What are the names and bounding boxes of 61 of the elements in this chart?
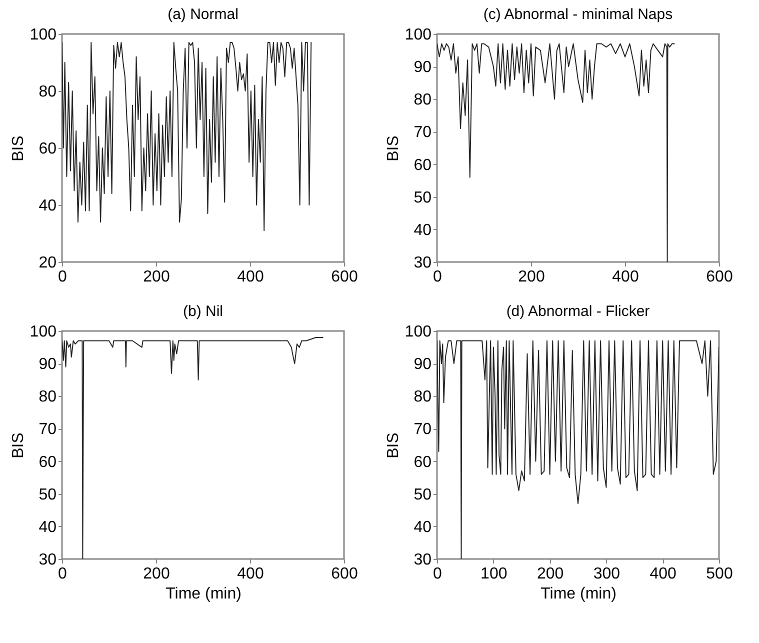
x-tick-label: 200 — [143, 566, 170, 582]
y-tick-label: 40 — [414, 222, 432, 239]
x-tick-label: 0 — [58, 268, 68, 286]
x-tick-label: 200 — [518, 268, 545, 286]
line-series — [437, 340, 719, 559]
y-tick-label: 50 — [414, 189, 432, 206]
y-tick-label: 60 — [38, 454, 57, 471]
x-tick-label: 0 — [58, 566, 68, 582]
x-tick-label: 600 — [331, 268, 358, 286]
y-axis-title: BIS — [10, 432, 27, 458]
y-tick-label: 60 — [414, 454, 432, 471]
y-tick-label: 40 — [38, 518, 57, 536]
x-tick-label: 100 — [480, 566, 508, 582]
y-tick-label: 80 — [414, 92, 432, 109]
y-axis-title: BIS — [384, 432, 402, 458]
y-tick-label: 80 — [414, 388, 432, 406]
y-tick-label: 30 — [414, 254, 432, 272]
y-tick-label: 100 — [30, 26, 57, 44]
y-tick-label: 70 — [38, 421, 57, 438]
line-series — [62, 337, 324, 559]
y-tick-label: 50 — [414, 486, 432, 504]
y-tick-label: 90 — [414, 59, 432, 76]
y-tick-label: 60 — [414, 156, 432, 174]
y-tick-label: 60 — [38, 140, 57, 158]
chart-title: (c) Abnormal - minimal Naps — [483, 6, 673, 23]
y-tick-label: 70 — [414, 124, 432, 142]
line-series — [62, 42, 312, 232]
y-tick-label: 80 — [38, 388, 57, 406]
chart-title: (a) Normal — [168, 6, 238, 23]
y-tick-label: 50 — [38, 486, 57, 504]
x-tick-label: 200 — [143, 268, 170, 286]
x-axis-title: Time (min) — [166, 586, 242, 602]
x-tick-label: 200 — [536, 566, 564, 582]
y-tick-label: 20 — [38, 254, 57, 272]
x-tick-label: 600 — [706, 268, 733, 286]
y-axis-title: BIS — [10, 136, 27, 162]
x-tick-label: 400 — [237, 268, 264, 286]
x-tick-label: 400 — [237, 566, 264, 582]
x-tick-label: 400 — [612, 268, 639, 286]
y-tick-label: 30 — [414, 552, 432, 568]
y-tick-label: 40 — [38, 198, 57, 214]
y-tick-label: 90 — [414, 356, 432, 374]
y-tick-label: 80 — [38, 84, 57, 100]
line-series — [437, 43, 675, 262]
chart-title: (d) Abnormal - Flicker — [506, 303, 650, 320]
x-tick-label: 600 — [331, 566, 358, 582]
y-tick-label: 90 — [38, 356, 57, 374]
y-tick-label: 100 — [30, 324, 57, 340]
x-tick-label: 300 — [593, 566, 620, 582]
x-tick-label: 400 — [650, 566, 677, 582]
x-tick-label: 0 — [433, 268, 442, 286]
x-axis-title: Time (min) — [540, 586, 616, 602]
x-tick-label: 0 — [433, 566, 442, 582]
chart-title: (b) Nil — [183, 303, 223, 320]
y-tick-label: 40 — [414, 518, 432, 536]
y-tick-label: 30 — [38, 552, 57, 568]
y-axis-title: BIS — [384, 136, 402, 162]
y-tick-label: 70 — [414, 421, 432, 438]
y-tick-label: 100 — [404, 26, 432, 44]
x-tick-label: 500 — [706, 566, 733, 582]
y-tick-label: 100 — [404, 324, 432, 340]
